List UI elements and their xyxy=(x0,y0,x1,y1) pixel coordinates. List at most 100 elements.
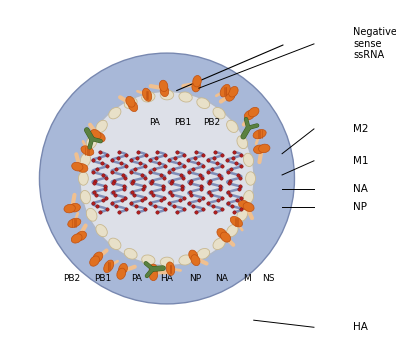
Text: HA: HA xyxy=(353,322,368,332)
Point xyxy=(236,186,242,192)
Ellipse shape xyxy=(213,107,225,119)
Point xyxy=(200,206,206,212)
Point xyxy=(198,186,204,192)
Ellipse shape xyxy=(213,238,225,250)
Point xyxy=(181,206,187,212)
Text: HA: HA xyxy=(160,274,173,283)
Point xyxy=(188,178,194,183)
Ellipse shape xyxy=(142,255,155,265)
Ellipse shape xyxy=(96,120,107,132)
Point xyxy=(231,209,238,215)
Ellipse shape xyxy=(68,218,81,227)
Point xyxy=(148,189,154,195)
Point xyxy=(142,163,148,169)
Point xyxy=(147,157,153,163)
Point xyxy=(151,166,157,172)
Ellipse shape xyxy=(221,232,230,242)
Ellipse shape xyxy=(72,162,83,171)
Point xyxy=(154,149,160,155)
Ellipse shape xyxy=(259,144,270,153)
FancyArrowPatch shape xyxy=(126,267,135,270)
Point xyxy=(128,157,134,163)
Point xyxy=(227,178,233,183)
Point xyxy=(110,189,116,195)
Ellipse shape xyxy=(227,120,238,132)
Ellipse shape xyxy=(237,208,248,221)
Point xyxy=(122,175,128,180)
Point xyxy=(167,189,173,195)
Ellipse shape xyxy=(40,53,295,304)
Point xyxy=(177,197,183,203)
Point xyxy=(123,206,129,212)
Point xyxy=(110,180,116,186)
Point xyxy=(175,161,182,166)
Point xyxy=(97,149,103,155)
FancyArrowPatch shape xyxy=(99,251,107,256)
FancyArrowPatch shape xyxy=(112,261,118,264)
Point xyxy=(209,203,216,209)
Ellipse shape xyxy=(96,225,107,237)
FancyArrowPatch shape xyxy=(216,93,221,96)
Text: PA: PA xyxy=(131,274,142,283)
Ellipse shape xyxy=(117,268,126,279)
FancyArrowPatch shape xyxy=(227,238,233,245)
Point xyxy=(93,166,100,172)
Point xyxy=(90,169,96,175)
Text: NA: NA xyxy=(215,274,228,283)
FancyArrowPatch shape xyxy=(248,210,252,218)
Point xyxy=(190,203,196,209)
Ellipse shape xyxy=(246,172,255,185)
Text: NA: NA xyxy=(353,184,368,194)
Ellipse shape xyxy=(244,110,255,120)
Text: PB2: PB2 xyxy=(63,274,80,283)
Point xyxy=(217,186,223,192)
Point xyxy=(188,192,195,197)
Point xyxy=(158,197,164,203)
Ellipse shape xyxy=(226,91,235,101)
Point xyxy=(149,178,156,183)
Point xyxy=(90,201,96,206)
Point xyxy=(208,192,214,197)
Point xyxy=(160,186,166,192)
Point xyxy=(162,163,168,169)
Point xyxy=(225,169,231,175)
Ellipse shape xyxy=(197,248,209,259)
Point xyxy=(238,206,244,212)
Text: NS: NS xyxy=(262,274,274,283)
Point xyxy=(216,172,222,178)
Ellipse shape xyxy=(90,130,101,139)
Point xyxy=(200,152,206,157)
Ellipse shape xyxy=(64,204,75,213)
Point xyxy=(161,195,168,201)
Point xyxy=(171,203,177,209)
Point xyxy=(234,197,241,203)
Ellipse shape xyxy=(220,84,230,97)
Point xyxy=(177,172,184,178)
Ellipse shape xyxy=(118,263,128,275)
Point xyxy=(215,197,221,203)
Point xyxy=(135,149,141,155)
Point xyxy=(130,178,137,183)
Point xyxy=(173,149,180,155)
Point xyxy=(190,166,196,172)
Point xyxy=(141,175,148,180)
Point xyxy=(196,197,202,203)
FancyArrowPatch shape xyxy=(151,86,160,88)
Point xyxy=(92,192,99,197)
Point xyxy=(116,209,122,215)
Point xyxy=(169,192,175,197)
Point xyxy=(104,152,110,157)
Point xyxy=(128,201,134,206)
Ellipse shape xyxy=(192,81,200,92)
Point xyxy=(219,206,225,212)
Point xyxy=(238,163,244,169)
Point xyxy=(192,209,199,215)
Point xyxy=(237,175,244,180)
Point xyxy=(225,189,232,195)
Point xyxy=(116,149,122,155)
Ellipse shape xyxy=(237,136,248,149)
Ellipse shape xyxy=(243,202,254,211)
Point xyxy=(198,183,205,189)
Point xyxy=(103,163,110,169)
Ellipse shape xyxy=(76,164,88,172)
